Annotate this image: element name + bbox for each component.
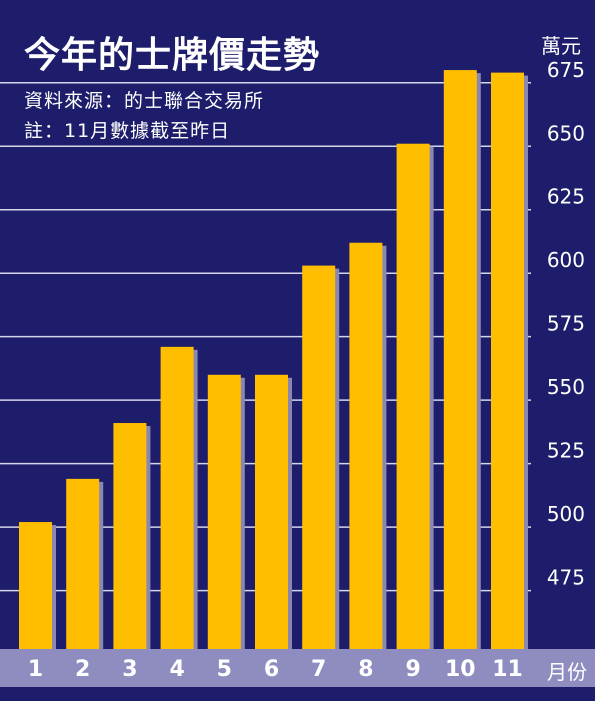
y-tick-label: 675 (547, 58, 585, 82)
x-tick-label: 10 (445, 657, 476, 682)
x-tick-label: 7 (311, 657, 326, 682)
y-tick-label: 500 (547, 502, 585, 526)
y-tick-label: 600 (547, 248, 585, 272)
x-axis-band-rect (0, 649, 595, 687)
x-axis-unit: 月份 (547, 660, 587, 684)
bar (207, 374, 241, 649)
y-axis-unit: 萬元 (541, 34, 581, 58)
y-tick-label: 650 (547, 121, 585, 145)
bar (349, 242, 383, 649)
bar (160, 346, 194, 649)
bar (19, 522, 52, 649)
x-tick-label: 4 (169, 657, 184, 682)
bar (66, 478, 100, 649)
bar (491, 72, 524, 650)
x-tick-label: 6 (264, 657, 279, 682)
y-tick-label: 550 (547, 375, 585, 399)
y-tick-label: 625 (547, 185, 585, 209)
y-tick-label: 475 (547, 566, 585, 590)
y-tick-label: 525 (547, 439, 585, 463)
bar (396, 143, 430, 649)
date-note: 註：11月數據截至昨日 (24, 120, 231, 142)
x-axis-band (0, 649, 595, 687)
x-tick-label: 9 (405, 657, 420, 682)
x-tick-label: 8 (358, 657, 373, 682)
y-tick-label: 575 (547, 312, 585, 336)
x-tick-label: 1 (28, 657, 43, 682)
bars (19, 70, 528, 650)
bar (113, 423, 147, 649)
bar (443, 70, 477, 650)
bar (255, 374, 288, 649)
x-tick-label: 2 (75, 657, 90, 682)
x-tick-label: 5 (217, 657, 232, 682)
x-tick-label: 11 (492, 657, 523, 682)
chart-title: 今年的士牌價走勢 (24, 35, 321, 76)
source-note: 資料來源：的士聯合交易所 (24, 90, 265, 112)
x-tick-label: 3 (122, 657, 137, 682)
bar (302, 265, 336, 649)
axis-labels: 475 500 525 550 575 600 625 650 675 1 2 3 4 5 6 7 8 9 10 11 (28, 58, 585, 682)
